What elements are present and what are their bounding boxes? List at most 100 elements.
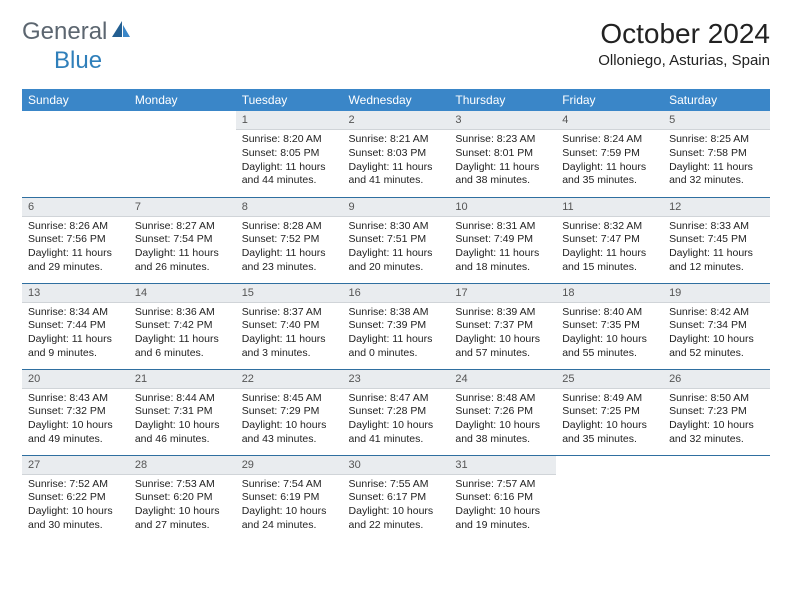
weekday-header: Friday [556,89,663,111]
calendar-day-cell: 2Sunrise: 8:21 AMSunset: 8:03 PMDaylight… [343,111,450,197]
sunset-text: Sunset: 7:25 PM [562,405,657,419]
daylight-text: Daylight: 10 hours and 49 minutes. [28,419,123,446]
calendar-day-cell [22,111,129,197]
day-body: Sunrise: 8:48 AMSunset: 7:26 PMDaylight:… [449,389,556,450]
sunrise-text: Sunrise: 8:24 AM [562,133,657,147]
day-body: Sunrise: 8:21 AMSunset: 8:03 PMDaylight:… [343,130,450,191]
sunset-text: Sunset: 7:42 PM [135,319,230,333]
weekday-header: Monday [129,89,236,111]
calendar-day-cell: 9Sunrise: 8:30 AMSunset: 7:51 PMDaylight… [343,197,450,283]
sunset-text: Sunset: 6:17 PM [349,491,444,505]
day-number: 13 [22,284,129,303]
day-number: 2 [343,111,450,130]
day-body: Sunrise: 7:57 AMSunset: 6:16 PMDaylight:… [449,475,556,536]
calendar-table: Sunday Monday Tuesday Wednesday Thursday… [22,89,770,541]
sunset-text: Sunset: 7:52 PM [242,233,337,247]
day-body: Sunrise: 8:23 AMSunset: 8:01 PMDaylight:… [449,130,556,191]
calendar-week-row: 1Sunrise: 8:20 AMSunset: 8:05 PMDaylight… [22,111,770,197]
day-body: Sunrise: 8:50 AMSunset: 7:23 PMDaylight:… [663,389,770,450]
day-body: Sunrise: 8:27 AMSunset: 7:54 PMDaylight:… [129,217,236,278]
daylight-text: Daylight: 11 hours and 15 minutes. [562,247,657,274]
calendar-day-cell: 18Sunrise: 8:40 AMSunset: 7:35 PMDayligh… [556,283,663,369]
day-body: Sunrise: 8:32 AMSunset: 7:47 PMDaylight:… [556,217,663,278]
sunrise-text: Sunrise: 7:52 AM [28,478,123,492]
daylight-text: Daylight: 11 hours and 0 minutes. [349,333,444,360]
sunrise-text: Sunrise: 8:30 AM [349,220,444,234]
day-number: 24 [449,370,556,389]
sunrise-text: Sunrise: 8:33 AM [669,220,764,234]
daylight-text: Daylight: 11 hours and 23 minutes. [242,247,337,274]
calendar-day-cell: 14Sunrise: 8:36 AMSunset: 7:42 PMDayligh… [129,283,236,369]
day-body: Sunrise: 8:37 AMSunset: 7:40 PMDaylight:… [236,303,343,364]
sunset-text: Sunset: 6:16 PM [455,491,550,505]
day-number: 7 [129,198,236,217]
sunset-text: Sunset: 7:29 PM [242,405,337,419]
day-number: 5 [663,111,770,130]
calendar-day-cell: 21Sunrise: 8:44 AMSunset: 7:31 PMDayligh… [129,369,236,455]
sunset-text: Sunset: 7:34 PM [669,319,764,333]
daylight-text: Daylight: 10 hours and 38 minutes. [455,419,550,446]
day-body: Sunrise: 8:31 AMSunset: 7:49 PMDaylight:… [449,217,556,278]
sunset-text: Sunset: 7:58 PM [669,147,764,161]
calendar-day-cell: 27Sunrise: 7:52 AMSunset: 6:22 PMDayligh… [22,455,129,541]
sunset-text: Sunset: 7:51 PM [349,233,444,247]
daylight-text: Daylight: 11 hours and 38 minutes. [455,161,550,188]
day-number: 18 [556,284,663,303]
weekday-header: Saturday [663,89,770,111]
day-body: Sunrise: 7:54 AMSunset: 6:19 PMDaylight:… [236,475,343,536]
day-number: 17 [449,284,556,303]
sunset-text: Sunset: 7:54 PM [135,233,230,247]
sunset-text: Sunset: 7:47 PM [562,233,657,247]
day-number: 3 [449,111,556,130]
day-body: Sunrise: 8:44 AMSunset: 7:31 PMDaylight:… [129,389,236,450]
daylight-text: Daylight: 10 hours and 43 minutes. [242,419,337,446]
day-number: 9 [343,198,450,217]
calendar-day-cell: 31Sunrise: 7:57 AMSunset: 6:16 PMDayligh… [449,455,556,541]
daylight-text: Daylight: 11 hours and 32 minutes. [669,161,764,188]
sunrise-text: Sunrise: 8:43 AM [28,392,123,406]
sunrise-text: Sunrise: 8:25 AM [669,133,764,147]
calendar-day-cell [556,455,663,541]
sunrise-text: Sunrise: 7:54 AM [242,478,337,492]
daylight-text: Daylight: 10 hours and 46 minutes. [135,419,230,446]
weekday-header: Sunday [22,89,129,111]
calendar-day-cell: 4Sunrise: 8:24 AMSunset: 7:59 PMDaylight… [556,111,663,197]
sunset-text: Sunset: 7:31 PM [135,405,230,419]
sunset-text: Sunset: 7:59 PM [562,147,657,161]
day-body: Sunrise: 8:39 AMSunset: 7:37 PMDaylight:… [449,303,556,364]
sunset-text: Sunset: 7:39 PM [349,319,444,333]
sunset-text: Sunset: 7:23 PM [669,405,764,419]
sunrise-text: Sunrise: 8:45 AM [242,392,337,406]
daylight-text: Daylight: 11 hours and 9 minutes. [28,333,123,360]
daylight-text: Daylight: 10 hours and 19 minutes. [455,505,550,532]
daylight-text: Daylight: 10 hours and 55 minutes. [562,333,657,360]
day-body: Sunrise: 8:25 AMSunset: 7:58 PMDaylight:… [663,130,770,191]
daylight-text: Daylight: 11 hours and 18 minutes. [455,247,550,274]
daylight-text: Daylight: 11 hours and 26 minutes. [135,247,230,274]
calendar-day-cell: 16Sunrise: 8:38 AMSunset: 7:39 PMDayligh… [343,283,450,369]
sunset-text: Sunset: 7:45 PM [669,233,764,247]
calendar-day-cell: 7Sunrise: 8:27 AMSunset: 7:54 PMDaylight… [129,197,236,283]
calendar-day-cell: 22Sunrise: 8:45 AMSunset: 7:29 PMDayligh… [236,369,343,455]
sunrise-text: Sunrise: 7:57 AM [455,478,550,492]
daylight-text: Daylight: 11 hours and 44 minutes. [242,161,337,188]
sunrise-text: Sunrise: 8:39 AM [455,306,550,320]
sunset-text: Sunset: 7:35 PM [562,319,657,333]
day-body: Sunrise: 8:42 AMSunset: 7:34 PMDaylight:… [663,303,770,364]
calendar-day-cell: 17Sunrise: 8:39 AMSunset: 7:37 PMDayligh… [449,283,556,369]
sunrise-text: Sunrise: 8:48 AM [455,392,550,406]
calendar-day-cell: 26Sunrise: 8:50 AMSunset: 7:23 PMDayligh… [663,369,770,455]
day-body: Sunrise: 8:36 AMSunset: 7:42 PMDaylight:… [129,303,236,364]
day-number: 27 [22,456,129,475]
daylight-text: Daylight: 11 hours and 35 minutes. [562,161,657,188]
sunrise-text: Sunrise: 7:55 AM [349,478,444,492]
daylight-text: Daylight: 10 hours and 35 minutes. [562,419,657,446]
day-number: 30 [343,456,450,475]
sunset-text: Sunset: 7:49 PM [455,233,550,247]
sunset-text: Sunset: 6:22 PM [28,491,123,505]
day-body: Sunrise: 8:24 AMSunset: 7:59 PMDaylight:… [556,130,663,191]
sunrise-text: Sunrise: 8:31 AM [455,220,550,234]
sunset-text: Sunset: 7:26 PM [455,405,550,419]
weekday-header: Tuesday [236,89,343,111]
daylight-text: Daylight: 10 hours and 22 minutes. [349,505,444,532]
